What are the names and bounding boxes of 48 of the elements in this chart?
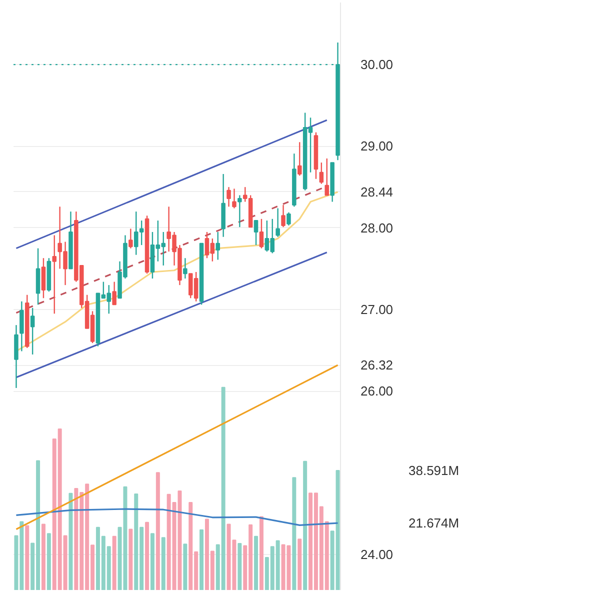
candlestick [52, 234, 57, 314]
candlestick [238, 194, 242, 228]
candlestick [41, 258, 46, 299]
bar [145, 522, 150, 590]
bar [254, 536, 258, 590]
candlestick [232, 188, 236, 209]
bar [183, 544, 188, 590]
candlestick [216, 231, 220, 260]
bar [41, 524, 46, 590]
candlestick [183, 258, 188, 280]
candlestick [281, 204, 286, 228]
bar [303, 460, 308, 590]
y-tick-label: 27.00 [360, 302, 394, 318]
candlestick [319, 162, 324, 184]
y-tick-label: 29.00 [360, 138, 394, 154]
candlestick [259, 218, 264, 249]
candlestick [297, 142, 302, 176]
bar [298, 538, 302, 590]
bar [292, 477, 296, 590]
bar [68, 492, 73, 590]
y2-tick-label: 21.674M [408, 516, 460, 531]
bar [150, 533, 154, 590]
candlestick [276, 208, 280, 238]
line-series [15, 508, 339, 526]
bar [128, 528, 133, 590]
bar [25, 525, 30, 590]
y-tick-label: 30.00 [360, 57, 394, 72]
candlestick [112, 281, 116, 306]
candlestick [128, 228, 133, 249]
candlestick [20, 300, 24, 352]
candlestick [254, 220, 258, 246]
y-tick-label: 28.00 [360, 220, 394, 236]
candlestick [286, 212, 291, 226]
y-tick-label: 28.44 [360, 184, 394, 200]
bar [46, 533, 51, 590]
y-tick-label: 26.00 [360, 384, 394, 399]
candlestick [30, 307, 35, 356]
bar [112, 536, 116, 590]
y-tick-label: 24.00 [360, 547, 394, 562]
y-tick-label: 26.32 [360, 358, 394, 373]
bar [259, 516, 264, 590]
y2-tick-label: 38.591M [408, 462, 460, 478]
bar [156, 472, 160, 590]
bar [200, 529, 204, 590]
bar [161, 537, 166, 590]
candlestick [226, 186, 231, 208]
candlestick [324, 158, 330, 196]
bar [238, 543, 242, 590]
